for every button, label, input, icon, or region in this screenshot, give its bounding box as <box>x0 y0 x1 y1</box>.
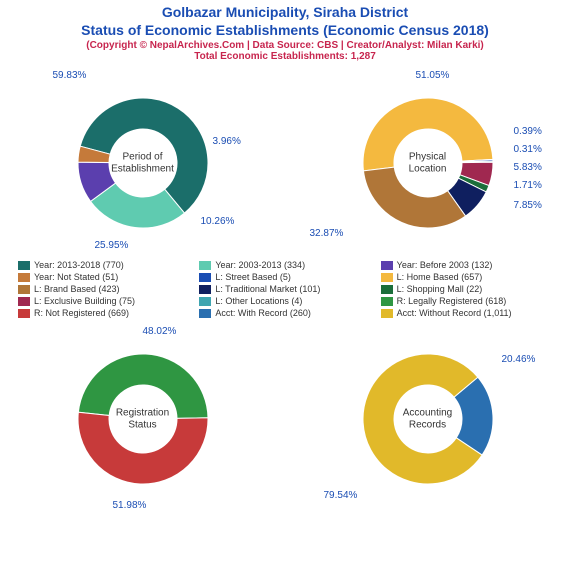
legend-swatch <box>199 309 211 318</box>
chart-physical-location: Physical Location 51.05% 0.39% 0.31% 5.83% 1.… <box>298 68 558 258</box>
legend-item: L: Home Based (657) <box>381 272 552 282</box>
legend-swatch <box>18 261 30 270</box>
legend-swatch <box>381 273 393 282</box>
legend-item: L: Other Locations (4) <box>199 296 370 306</box>
legend-swatch <box>199 273 211 282</box>
legend-swatch <box>18 285 30 294</box>
pct-label: 32.87% <box>310 228 344 239</box>
pct-label: 20.46% <box>502 354 536 365</box>
legend-item: L: Shopping Mall (22) <box>381 284 552 294</box>
legend-item: Acct: With Record (260) <box>199 308 370 318</box>
legend-label: L: Shopping Mall (22) <box>397 284 483 294</box>
legend-item: L: Exclusive Building (75) <box>18 296 189 306</box>
legend-swatch <box>381 309 393 318</box>
legend-swatch <box>18 309 30 318</box>
donut-center-label: Period of Establishment <box>108 152 178 175</box>
legend-item: R: Not Registered (669) <box>18 308 189 318</box>
legend-item: Year: Before 2003 (132) <box>381 260 552 270</box>
legend-label: R: Not Registered (669) <box>34 308 129 318</box>
legend-label: L: Home Based (657) <box>397 272 483 282</box>
total-establishments: Total Economic Establishments: 1,287 <box>0 51 570 62</box>
legend-item: Acct: Without Record (1,011) <box>381 308 552 318</box>
chart-accounting-records: Accounting Records 20.46% 79.54% <box>298 324 558 514</box>
legend-label: L: Exclusive Building (75) <box>34 296 135 306</box>
legend-swatch <box>199 261 211 270</box>
legend-swatch <box>18 297 30 306</box>
legend-swatch <box>381 297 393 306</box>
legend-label: Year: Before 2003 (132) <box>397 260 493 270</box>
legend-swatch <box>381 261 393 270</box>
legend-label: Year: 2013-2018 (770) <box>34 260 124 270</box>
legend-item: L: Traditional Market (101) <box>199 284 370 294</box>
legend-item: Year: 2003-2013 (334) <box>199 260 370 270</box>
legend-swatch <box>199 297 211 306</box>
pct-label: 3.96% <box>213 136 241 147</box>
pct-label: 51.05% <box>416 70 450 81</box>
charts-top-row: Period of Establishment 59.83% 25.95% 10.26… <box>0 68 570 258</box>
pct-label: 10.26% <box>201 216 235 227</box>
pct-label: 59.83% <box>53 70 87 81</box>
legend-item: Year: 2013-2018 (770) <box>18 260 189 270</box>
legend-label: L: Other Locations (4) <box>215 296 302 306</box>
legend-label: Year: Not Stated (51) <box>34 272 118 282</box>
chart-registration-status: Registration Status 48.02% 51.98% <box>13 324 273 514</box>
legend-label: Year: 2003-2013 (334) <box>215 260 305 270</box>
pct-label: 0.31% <box>514 144 542 155</box>
legend-label: L: Street Based (5) <box>215 272 291 282</box>
pct-label: 1.71% <box>514 180 542 191</box>
legend-label: Acct: With Record (260) <box>215 308 311 318</box>
legend-label: R: Legally Registered (618) <box>397 296 507 306</box>
chart-period-of-establishment: Period of Establishment 59.83% 25.95% 10.26… <box>13 68 273 258</box>
legend-item: Year: Not Stated (51) <box>18 272 189 282</box>
title-line1: Golbazar Municipality, Siraha District <box>0 4 570 22</box>
legend-item: L: Brand Based (423) <box>18 284 189 294</box>
pct-label: 0.39% <box>514 126 542 137</box>
charts-bottom-row: Registration Status 48.02% 51.98% Accounti… <box>0 324 570 514</box>
donut-center-label: Registration Status <box>108 408 178 431</box>
pct-label: 25.95% <box>95 240 129 251</box>
legend: Year: 2013-2018 (770) Year: 2003-2013 (33… <box>0 260 570 318</box>
legend-label: Acct: Without Record (1,011) <box>397 308 512 318</box>
pct-label: 7.85% <box>514 200 542 211</box>
legend-item: L: Street Based (5) <box>199 272 370 282</box>
legend-label: L: Brand Based (423) <box>34 284 120 294</box>
subtitle: (Copyright © NepalArchives.Com | Data So… <box>0 40 570 51</box>
pct-label: 79.54% <box>324 490 358 501</box>
pct-label: 51.98% <box>113 500 147 511</box>
legend-swatch <box>18 273 30 282</box>
title-line2: Status of Economic Establishments (Econo… <box>0 22 570 40</box>
pct-label: 5.83% <box>514 162 542 173</box>
legend-swatch <box>199 285 211 294</box>
donut-center-label: Physical Location <box>393 152 463 175</box>
legend-item: R: Legally Registered (618) <box>381 296 552 306</box>
donut-center-label: Accounting Records <box>393 408 463 431</box>
legend-swatch <box>381 285 393 294</box>
legend-label: L: Traditional Market (101) <box>215 284 320 294</box>
pct-label: 48.02% <box>143 326 177 337</box>
header: Golbazar Municipality, Siraha District S… <box>0 0 570 64</box>
donut-slice <box>363 167 465 228</box>
